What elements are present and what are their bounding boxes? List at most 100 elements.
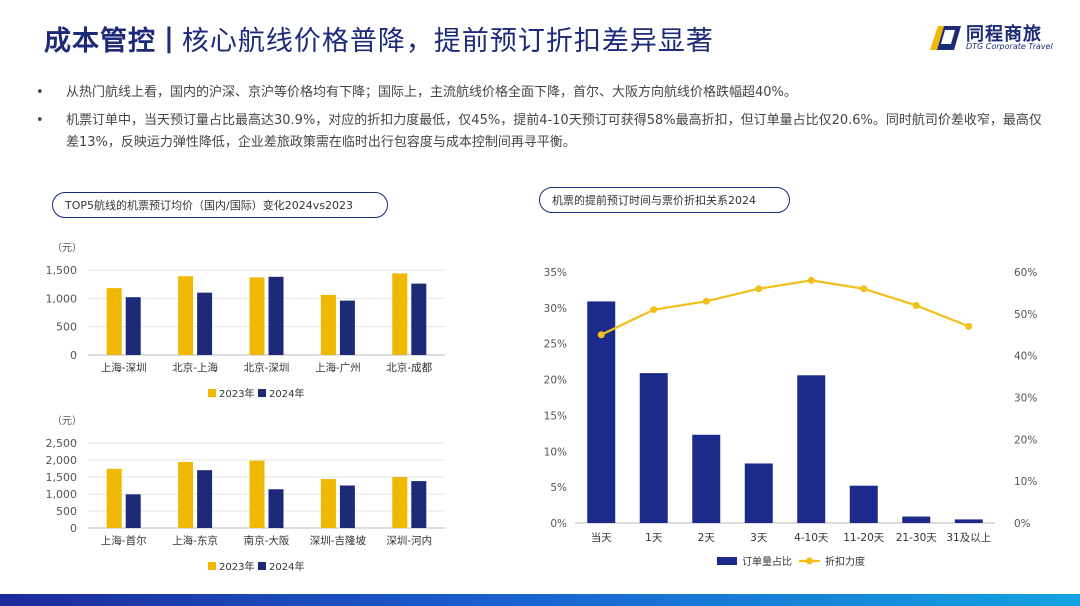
x-tick-label: 31及以上 [946,532,991,544]
title-main: 成本管控 [44,25,156,57]
left-panel-label: TOP5航线的机票预订均价（国内/国际）变化2024vs2023 [52,192,388,218]
x-tick-label: 21-30天 [896,532,938,544]
legend-label: 2023年 [219,560,254,573]
bar-2023年 [392,273,408,355]
bullet-marker: • [36,113,44,128]
y-right-tick-label: 0% [1014,518,1031,530]
y-tick-label: 1,000 [46,292,78,305]
legend-label: 订单量占比 [742,555,792,568]
international-route-price-chart: （元） 0 500 1,000 1,500 2,000 2,500 上海-首尔 上海-东京 南京-… [46,415,445,573]
legend-swatch [717,557,737,565]
bullet-item: • 机票订单中，当天预订量占比最高达30.9%，对应的折扣力度最低，仅45%，提… [36,110,1046,154]
bar-2023年 [249,277,265,355]
line-discount-point [755,285,763,293]
logo-tagline: DTG Corporate Travel [966,42,1053,51]
legend-marker [806,557,813,565]
bar-order-share [639,373,668,523]
bar-order-share [902,516,931,523]
y-left-tick-label: 5% [550,482,567,494]
y-tick-label: 2,500 [46,437,78,450]
bar-2024年 [339,485,355,528]
bar-order-share [954,519,983,523]
x-tick-label: 上海-广州 [315,361,361,374]
y-left-tick-label: 35% [544,267,567,279]
x-tick-label: 南京-大阪 [244,534,290,547]
bar-2024年 [339,300,355,355]
bar-2024年 [411,481,427,528]
bar-2023年 [178,276,194,355]
footer-gradient-bar [0,594,1080,606]
bar-order-share [692,434,721,523]
x-tick-label: 北京-深圳 [244,361,290,374]
bar-order-share [849,485,878,523]
line-discount [600,279,970,336]
x-tick-label: 北京-成都 [386,361,432,374]
legend-swatch [208,562,216,570]
y-left-tick-label: 20% [544,375,567,387]
x-tick-label: 深圳-吉隆坡 [310,534,367,547]
y-right-tick-label: 50% [1014,309,1037,321]
y-left-tick-label: 15% [544,410,567,422]
x-tick-label: 北京-上海 [172,361,218,374]
page-title: 成本管控 | 核心航线价格普降，提前预订折扣差异显著 [44,18,714,58]
title-separator: | [164,22,174,54]
bullet-text: 机票订单中，当天预订量占比最高达30.9%，对应的折扣力度最低，仅45%，提前4… [66,113,1042,150]
bar-2023年 [106,288,122,355]
legend-label: 2023年 [219,387,254,400]
bar-order-share [587,301,616,523]
bar-2024年 [197,292,213,355]
title-subtitle: 核心航线价格普降，提前预订折扣差异显著 [181,25,714,57]
x-tick-label: 上海-东京 [172,534,218,547]
line-discount-point [965,322,973,330]
bar-2023年 [106,468,122,528]
bullet-text: 从热门航线上看，国内的沪深、京沪等价格均有下降；国际上，主流航线价格全面下降，首… [66,85,797,100]
bar-2024年 [197,470,213,528]
logo-name: 同程商旅 [966,24,1042,45]
x-tick-label: 上海-首尔 [101,534,147,547]
legend-label: 2024年 [269,560,304,573]
right-panel-label: 机票的提前预订时间与票价折扣关系2024 [539,187,790,213]
bar-2024年 [411,283,427,355]
bar-2024年 [268,489,284,528]
bar-2023年 [249,460,265,528]
legend-swatch [208,389,216,397]
x-tick-label: 上海-深圳 [101,361,147,374]
brand-logo: 同程商旅 DTG Corporate Travel [928,20,1053,56]
legend-swatch [258,562,266,570]
legend-swatch [258,389,266,397]
bar-2024年 [268,276,284,355]
legend-label: 2024年 [269,387,304,400]
x-tick-label: 当天 [591,531,612,544]
x-tick-label: 2天 [698,532,716,544]
bar-2024年 [125,494,141,528]
y-tick-label: 1,500 [46,471,78,484]
legend-label: 折扣力度 [825,555,865,568]
summary-bullets: • 从热门航线上看，国内的沪深、京沪等价格均有下降；国际上，主流航线价格全面下降… [36,82,1046,160]
y-right-tick-label: 10% [1014,476,1037,488]
x-tick-label: 11-20天 [843,532,885,544]
line-discount-point [912,301,920,309]
bullet-item: • 从热门航线上看，国内的沪深、京沪等价格均有下降；国际上，主流航线价格全面下降… [36,82,1046,104]
y-left-tick-label: 10% [544,446,567,458]
y-tick-label: 1,000 [46,488,78,501]
line-discount-point [702,297,710,305]
bullet-marker: • [36,85,44,100]
y-right-tick-label: 60% [1014,267,1037,279]
bar-order-share [744,463,773,523]
y-tick-label: 1,500 [46,264,78,277]
bar-order-share [797,375,826,523]
x-tick-label: 4-10天 [794,532,829,544]
bar-2023年 [392,477,408,528]
y-tick-label: 0 [70,349,77,362]
bar-2023年 [320,479,336,528]
bar-2023年 [320,294,336,355]
bar-2024年 [125,297,141,355]
booking-lead-time-discount-chart: 0% 5% 10% 15% 20% 25% 30% 35% 0% 10% 20% 30% 40% 50% 6… [544,267,1038,568]
y-axis-unit: （元） [52,415,82,427]
line-discount-point [597,331,605,339]
line-discount-point [650,306,658,314]
y-tick-label: 2,000 [46,454,78,467]
y-right-tick-label: 20% [1014,434,1037,446]
x-tick-label: 3天 [750,532,768,544]
y-tick-label: 0 [70,522,77,535]
